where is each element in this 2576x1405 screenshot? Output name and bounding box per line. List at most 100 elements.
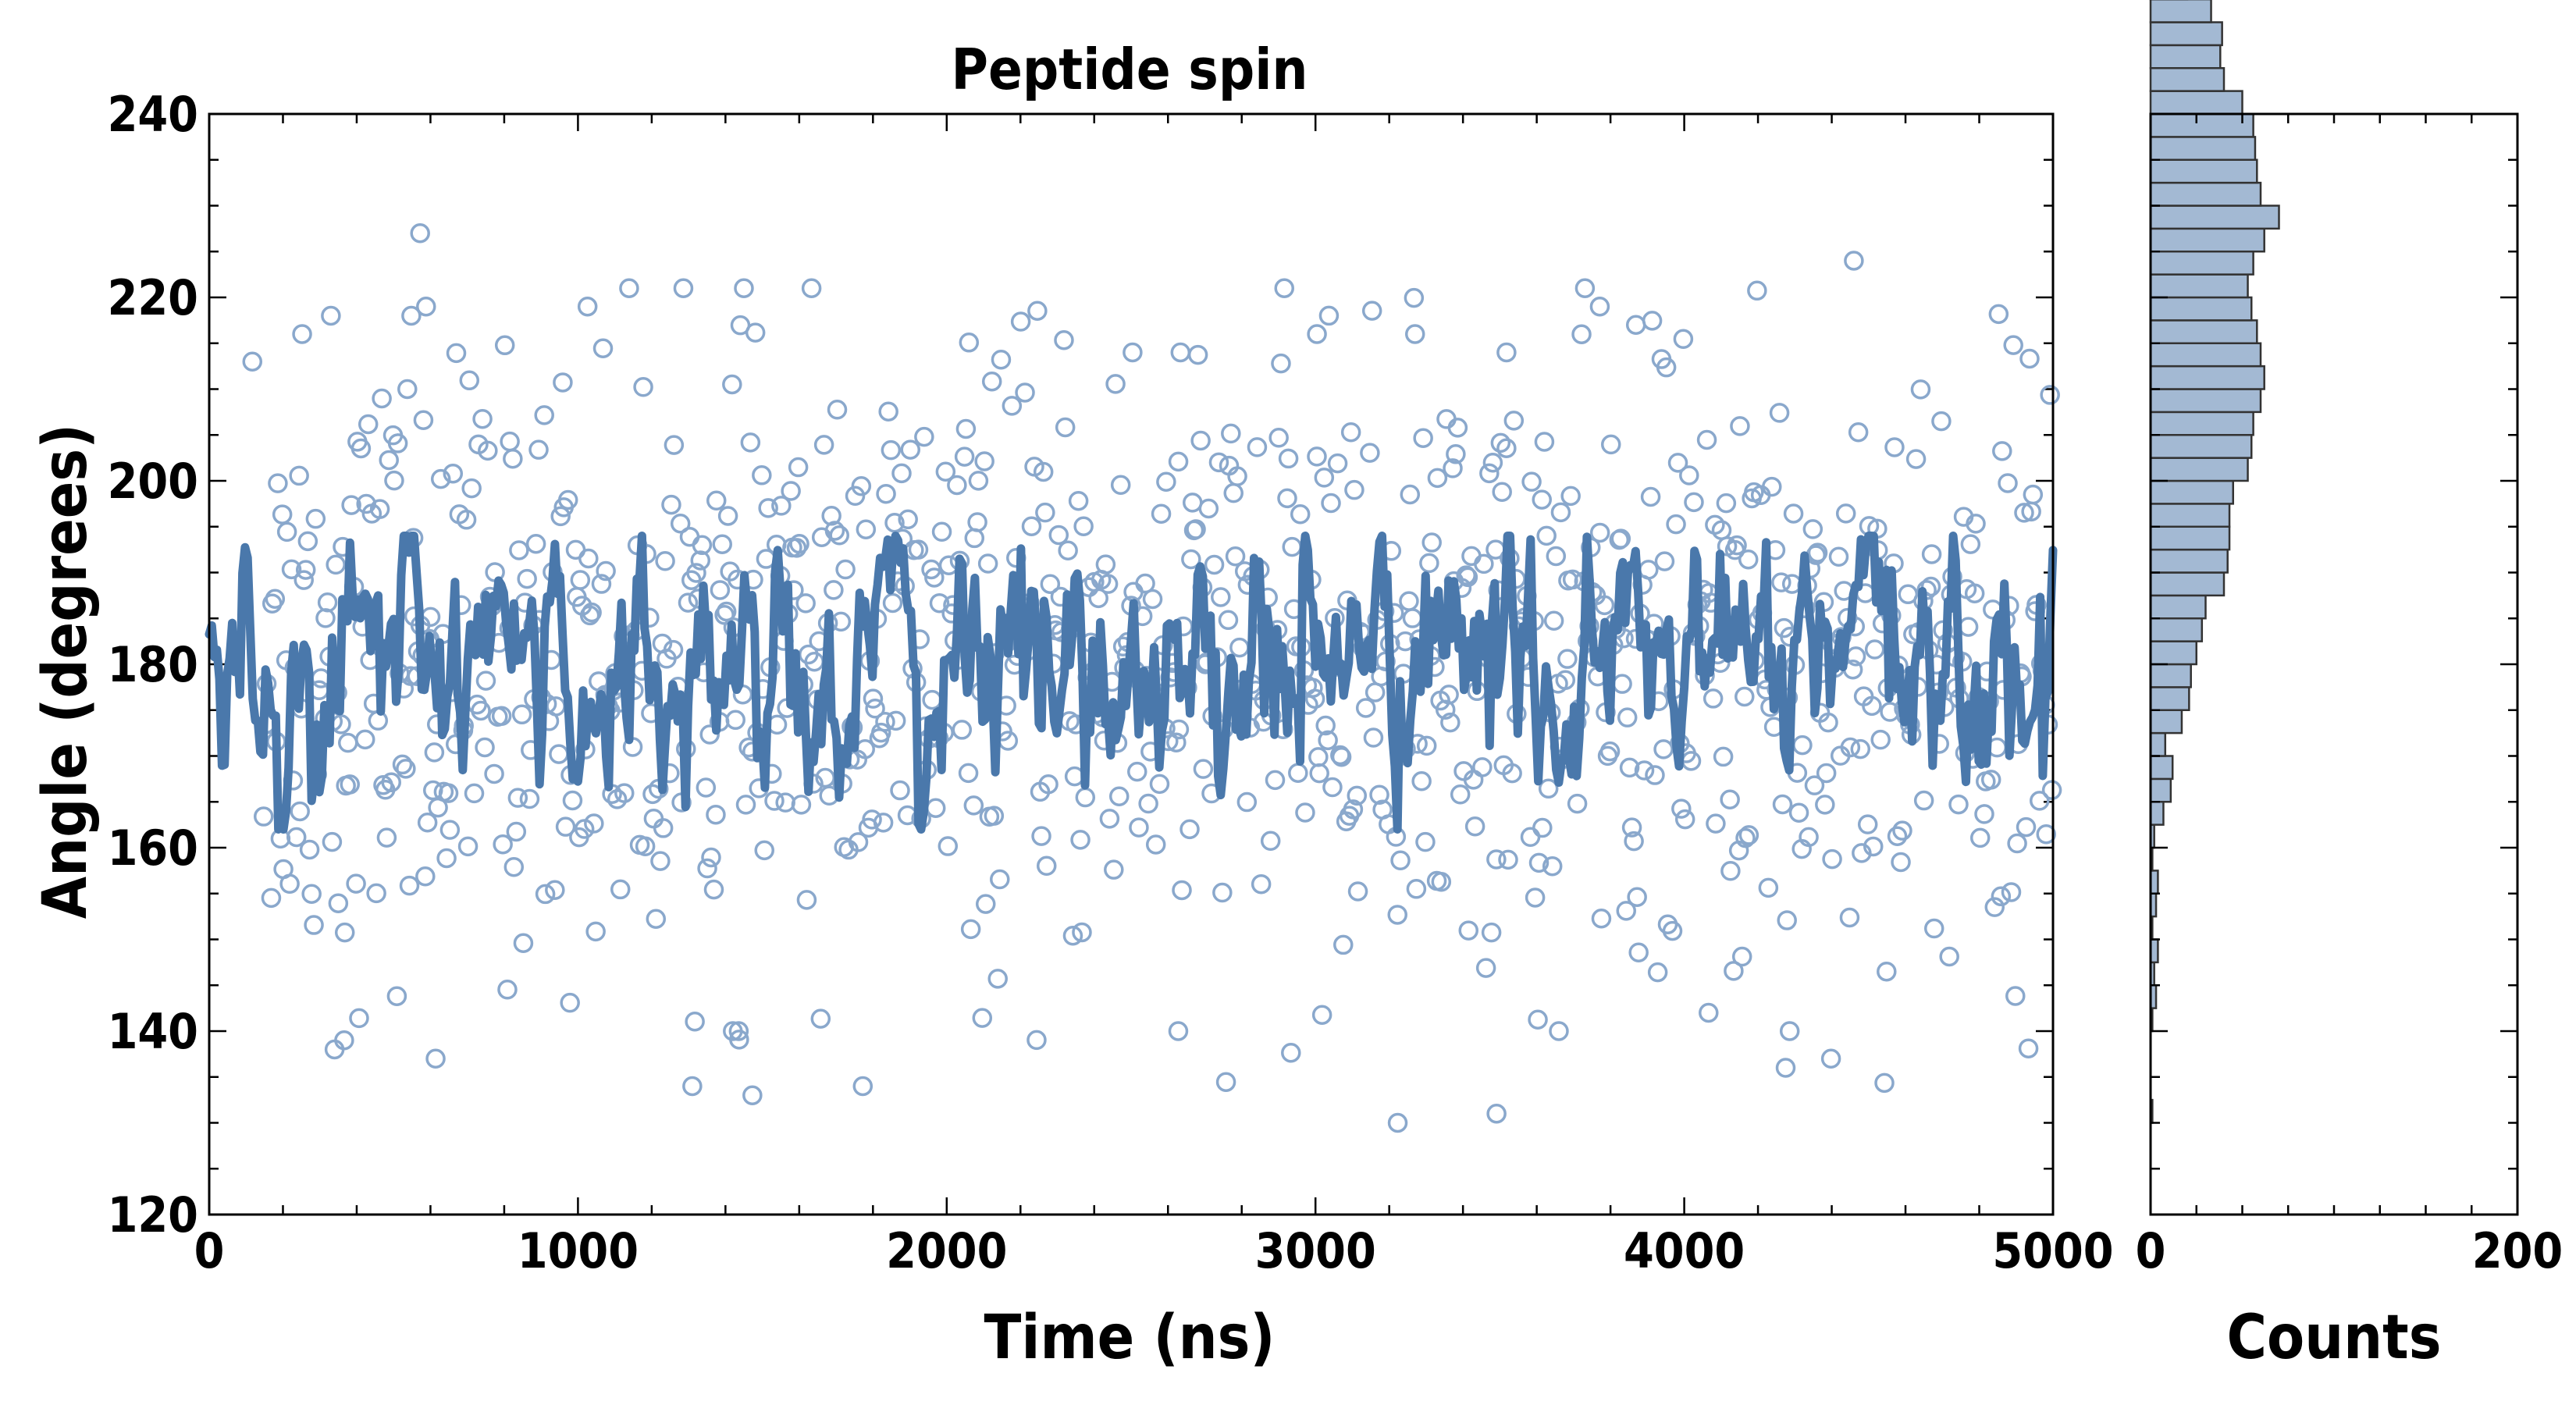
scatter-point <box>446 343 467 364</box>
scatter-point <box>2023 484 2044 505</box>
scatter-point <box>1110 475 1131 496</box>
scatter-point <box>1520 827 1541 848</box>
scatter-point <box>1713 746 1734 767</box>
scatter-point <box>653 818 674 838</box>
scatter-point <box>443 463 464 484</box>
scatter-point <box>471 700 491 721</box>
scatter-point <box>425 1048 446 1069</box>
scatter-point <box>2014 503 2034 523</box>
histogram-bar <box>2149 227 2265 253</box>
scatter-point <box>2040 385 2060 405</box>
scatter-point <box>1939 946 1959 967</box>
scatter-point <box>1640 486 1661 507</box>
scatter-point <box>1314 468 1335 488</box>
scatter-point <box>1311 1005 1332 1025</box>
scatter-point <box>1486 1104 1507 1124</box>
scatter-point <box>1431 871 1452 892</box>
histogram-bar <box>2149 181 2262 207</box>
scatter-point <box>1738 549 1759 570</box>
scatter-point <box>1498 849 1518 870</box>
scatter-point <box>775 792 795 813</box>
scatter-point <box>1772 794 1793 815</box>
histogram-bar <box>2149 617 2204 642</box>
scatter-point <box>1347 785 1368 806</box>
smoothed-trace-line <box>205 532 2058 834</box>
scatter-point <box>1099 809 1120 829</box>
histogram-bar <box>2149 709 2183 735</box>
scatter-point <box>1260 831 1281 852</box>
scatter-point <box>729 1030 749 1050</box>
histogram-bar <box>2149 411 2254 436</box>
scatter-point <box>972 1008 993 1028</box>
scatter-point <box>509 540 529 560</box>
scatter-point <box>1528 852 1550 873</box>
scatter-point <box>954 446 975 467</box>
scatter-point <box>682 1076 703 1097</box>
scatter-point <box>387 433 408 454</box>
y-tick-label: 220 <box>108 269 198 326</box>
scatter-point <box>1496 438 1517 458</box>
scatter-plot-frame <box>208 112 2055 1216</box>
scatter-point <box>1532 817 1553 838</box>
scatter-point <box>1591 908 1612 929</box>
scatter-point <box>1654 551 1675 571</box>
scatter-point <box>424 742 445 763</box>
scatter-point <box>430 468 451 489</box>
scatter-point <box>1550 502 1571 523</box>
scatter-point <box>334 1030 354 1051</box>
scatter-point <box>1156 471 1176 493</box>
scatter-point <box>1361 301 1382 321</box>
scatter-point <box>633 377 653 397</box>
histogram-bar <box>2149 755 2174 781</box>
scatter-point <box>1844 251 1864 271</box>
scatter-point <box>286 827 307 848</box>
scatter-point <box>1179 819 1200 840</box>
scatter-point <box>1562 569 1583 590</box>
scatter-point <box>692 535 713 556</box>
y-tick-label: 120 <box>108 1186 198 1243</box>
scatter-point <box>690 550 711 571</box>
scatter-point <box>788 457 809 478</box>
scatter-point <box>947 475 967 496</box>
histogram-bar <box>2149 158 2258 184</box>
y-axis-label: Angle (degrees) <box>30 424 101 919</box>
scatter-point <box>457 836 479 857</box>
scatter-point <box>1804 775 1825 795</box>
scatter-point <box>974 451 994 471</box>
scatter-point <box>1571 324 1592 344</box>
histogram-x-axis-label: Counts <box>2227 1303 2442 1373</box>
scatter-point <box>643 808 664 829</box>
scatter-point <box>1612 674 1632 694</box>
histogram-bar <box>2149 365 2265 390</box>
scatter-point <box>827 400 848 420</box>
scatter-point <box>1268 428 1289 448</box>
scatter-point <box>555 816 576 837</box>
scatter-point <box>1447 418 1468 438</box>
scatter-point <box>1187 344 1208 365</box>
scatter-point <box>614 783 635 803</box>
scatter-point <box>1450 784 1471 805</box>
scatter-point <box>1282 536 1302 557</box>
scatter-point <box>1703 688 1724 709</box>
scatter-point <box>1534 432 1555 452</box>
scatter-point <box>734 278 754 298</box>
scatter-point <box>1931 411 1952 432</box>
scatter-point <box>1474 553 1494 574</box>
hist-x-tick-label: 200 <box>2472 1222 2563 1279</box>
histogram-bar <box>2149 548 2229 574</box>
scatter-point <box>322 831 343 852</box>
scatter-point <box>699 724 720 745</box>
scatter-point <box>1738 825 1759 845</box>
scatter-point <box>1848 422 1869 443</box>
y-tick-label: 200 <box>108 453 198 510</box>
scatter-point <box>791 795 812 815</box>
scatter-point <box>752 465 772 486</box>
scatter-point <box>710 580 731 600</box>
scatter-point <box>1624 831 1644 852</box>
scatter-point <box>922 689 942 710</box>
scatter-point <box>815 767 835 788</box>
scatter-point <box>1758 877 1779 898</box>
scatter-point <box>914 426 934 447</box>
scatter-point <box>545 880 565 901</box>
scatter-point <box>1599 741 1621 762</box>
